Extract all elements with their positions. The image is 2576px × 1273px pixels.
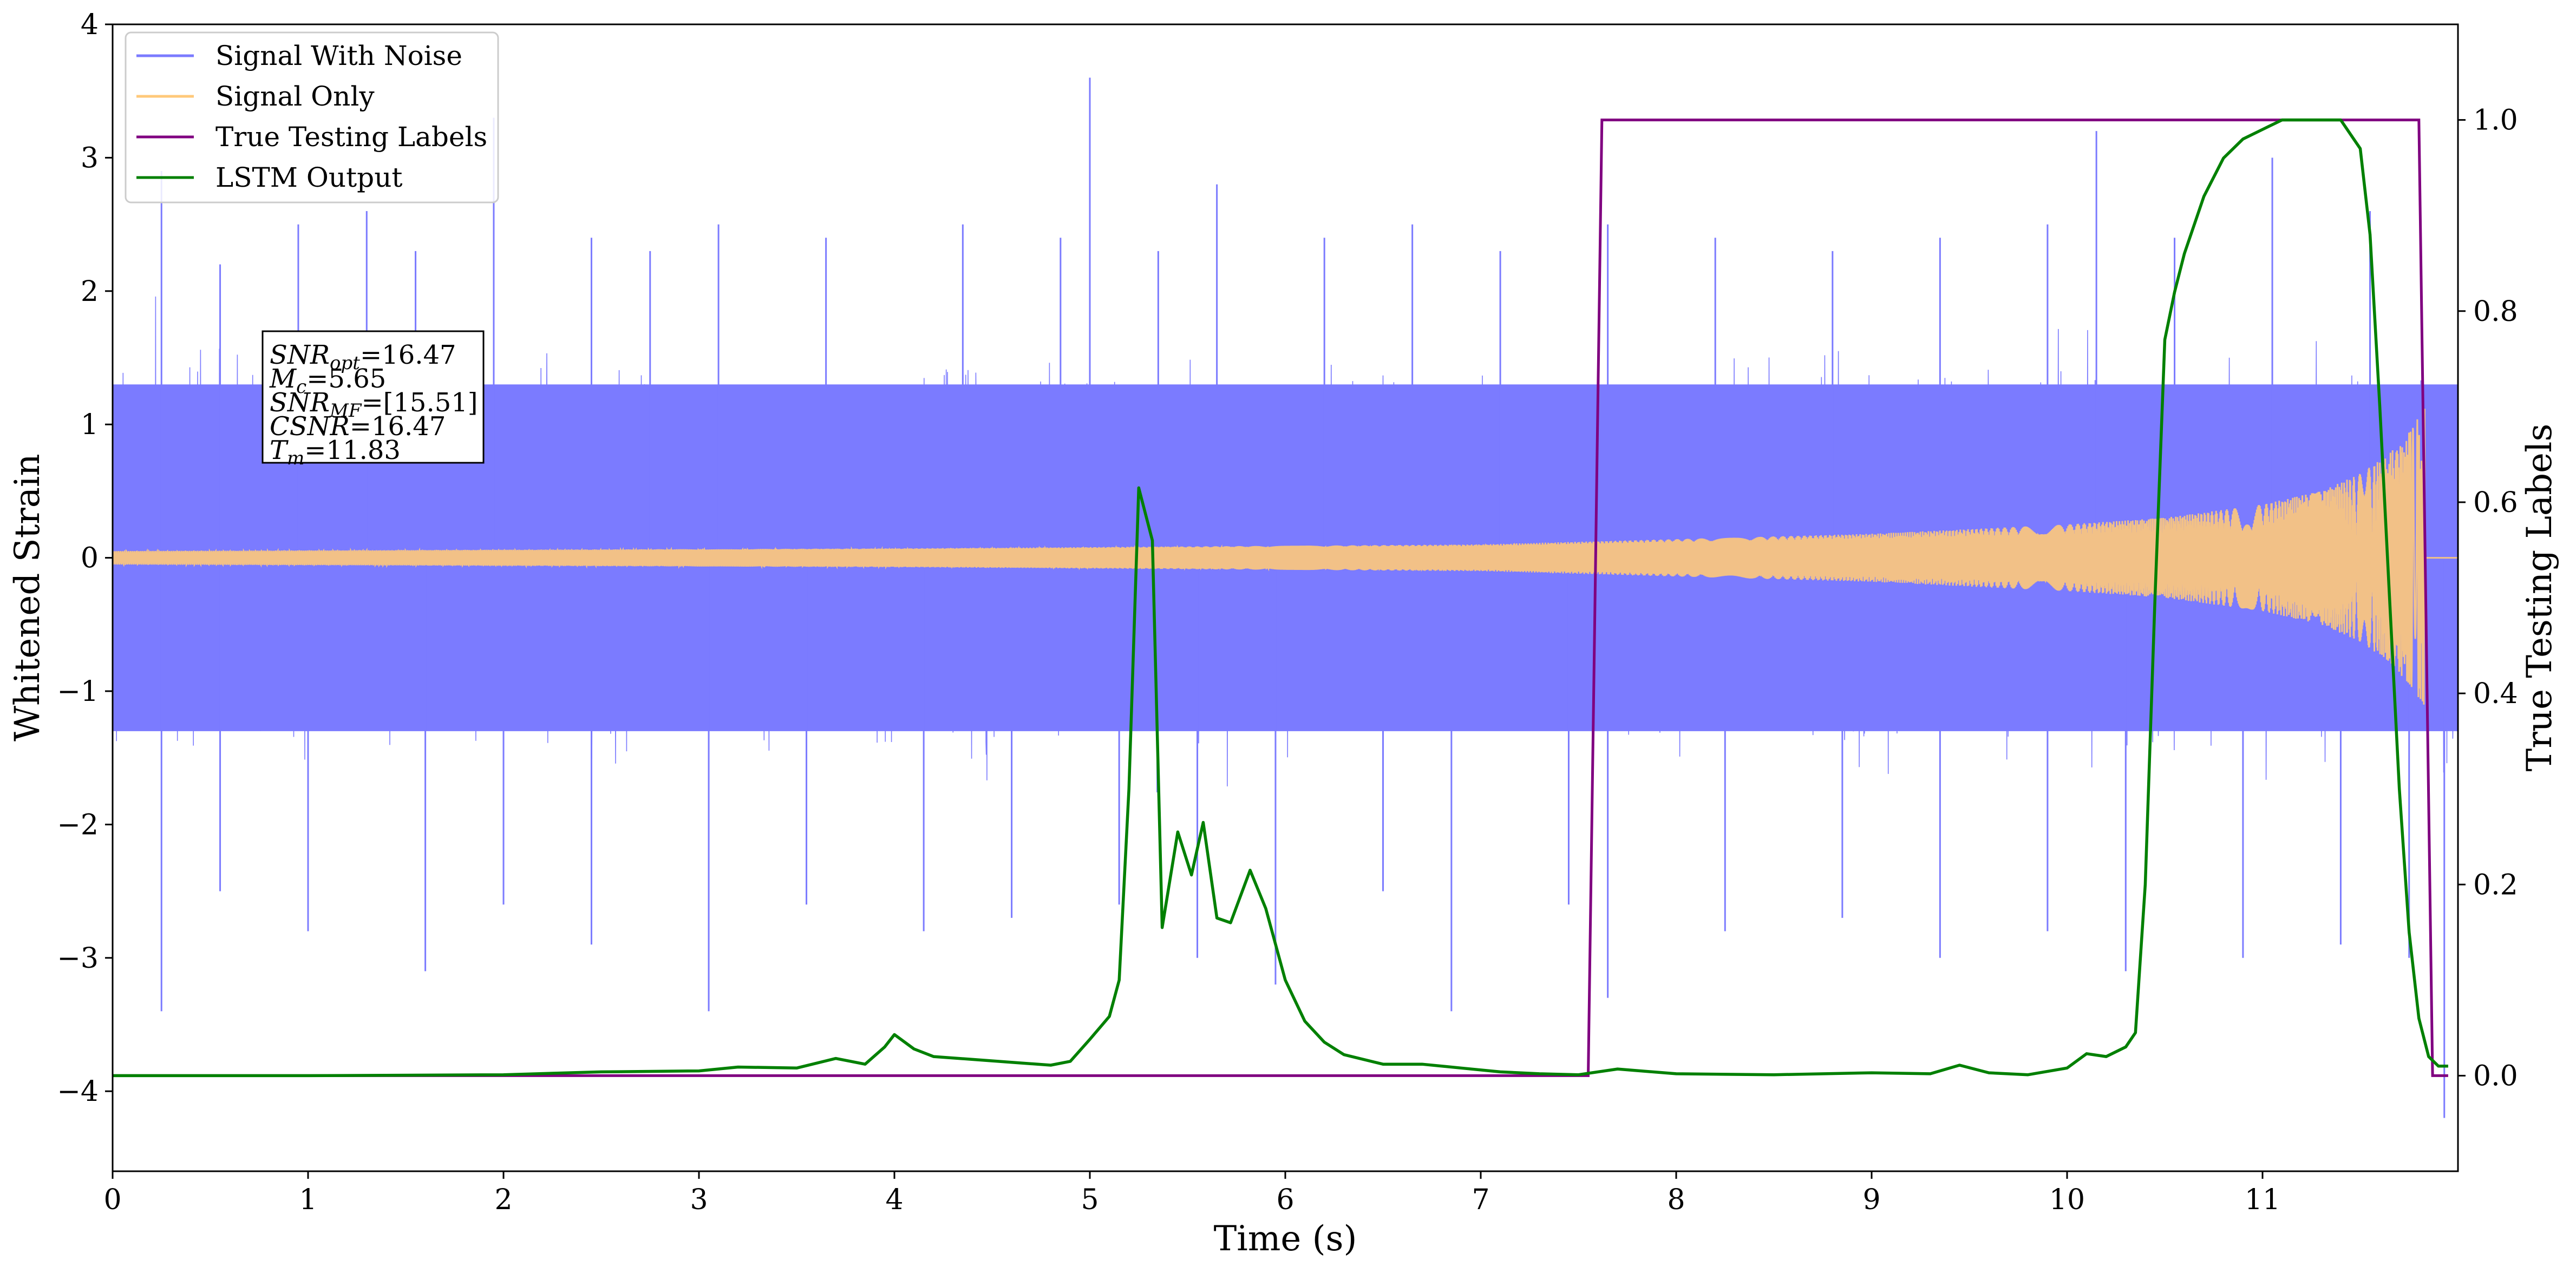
x-tick-label: 1	[299, 1184, 317, 1216]
x-tick-label: 0	[103, 1184, 121, 1216]
y-left-tick-label: 3	[81, 142, 99, 174]
y-right-tick-label: 0.6	[2473, 487, 2518, 519]
y-right-tick-label: 0.4	[2473, 678, 2518, 710]
legend-label: LSTM Output	[215, 162, 402, 193]
y-left-tick-label: −3	[57, 942, 99, 975]
y-left-tick-label: −2	[57, 809, 99, 841]
legend-label: Signal With Noise	[215, 40, 462, 71]
annotation-line: SNRMF=[15.51]	[270, 388, 478, 422]
x-tick-label: 9	[1862, 1184, 1880, 1216]
lstm-output-series	[113, 118, 2448, 1078]
y-left-tick-label: −4	[57, 1075, 99, 1108]
annotation-line: Tm=11.83	[270, 435, 401, 469]
true-testing-labels-line	[113, 119, 2448, 1077]
x-tick-label: 10	[2049, 1184, 2085, 1216]
x-tick-label: 2	[494, 1184, 512, 1216]
y-left-tick-label: −1	[57, 675, 99, 708]
x-tick-label: 4	[885, 1184, 903, 1216]
y-right-tick-label: 0.2	[2473, 869, 2518, 901]
y-left-tick-label: 2	[81, 275, 99, 308]
legend: Signal With Noise Signal Only True Testing…	[125, 31, 499, 204]
y-left-axis-title: Whitened Strain	[8, 454, 48, 741]
annotation-line: SNRopt=16.47	[270, 340, 456, 374]
x-tick-label: 6	[1276, 1184, 1294, 1216]
signal-only-series	[113, 409, 2458, 705]
y-right-tick-label: 0.8	[2473, 296, 2518, 328]
legend-label: True Testing Labels	[215, 121, 487, 153]
legend-frame	[125, 31, 499, 204]
x-tick-label: 7	[1472, 1184, 1489, 1216]
x-tick-label: 11	[2245, 1184, 2280, 1216]
y-right-axis-title: True Testing Labels	[2520, 424, 2560, 772]
legend-label: Signal Only	[215, 81, 375, 112]
signal-only-line	[113, 409, 2458, 705]
y-right-tick-label: 1.0	[2473, 104, 2518, 137]
y-left-tick-label: 4	[81, 9, 99, 41]
x-axis-title: Time (s)	[1214, 1219, 1357, 1259]
y-right-tick-label: 0.0	[2473, 1060, 2518, 1092]
x-tick-label: 8	[1667, 1184, 1685, 1216]
lstm-output-line	[113, 118, 2448, 1078]
annotation-line: Mc=5.65	[269, 364, 386, 398]
x-tick-label: 3	[690, 1184, 708, 1216]
axis-ticks: 0 1 2 3 4 5 6 7 8 9 10 1143210−1−2−3−41.00.80.60.40…	[57, 9, 2518, 1216]
annotation-line: CSNR=16.47	[270, 411, 446, 442]
y-left-tick-label: 1	[81, 409, 99, 441]
true-testing-labels-series	[113, 119, 2448, 1077]
y-left-tick-label: 0	[81, 542, 99, 575]
info-annotation-box: SNRopt=16.47Mc=5.65SNRMF=[15.51]CSNR=16.…	[261, 330, 485, 469]
x-tick-label: 5	[1081, 1184, 1099, 1216]
info-annotation-frame	[261, 330, 485, 464]
